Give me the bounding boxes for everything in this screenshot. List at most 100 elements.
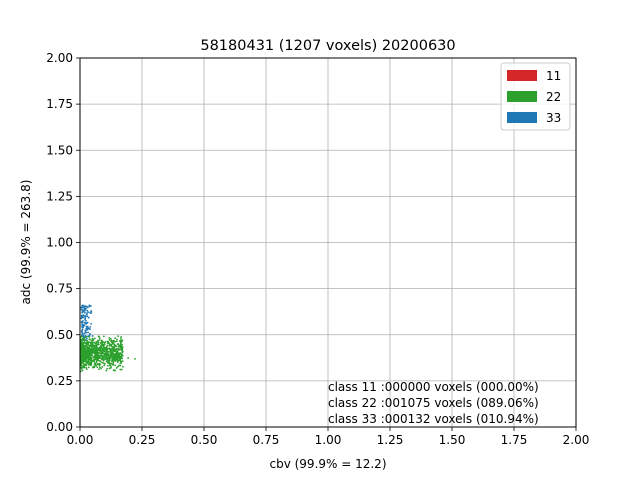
data-point-22 bbox=[120, 336, 122, 338]
data-point-33 bbox=[85, 305, 88, 308]
data-point-22 bbox=[120, 360, 123, 363]
data-point-22 bbox=[80, 357, 83, 360]
data-point-22 bbox=[116, 361, 119, 363]
data-point-22 bbox=[87, 358, 90, 361]
legend-swatch-33 bbox=[507, 112, 537, 123]
y-tick-label: 0.50 bbox=[46, 328, 73, 342]
legend: 11 22 33 bbox=[500, 62, 571, 131]
data-point-33 bbox=[82, 304, 85, 307]
data-point-22 bbox=[102, 335, 105, 338]
data-point-33 bbox=[81, 311, 84, 314]
x-tick-label: 0.00 bbox=[67, 433, 94, 447]
data-point-33 bbox=[89, 305, 92, 307]
data-point-22 bbox=[95, 342, 98, 345]
data-point-22 bbox=[106, 342, 109, 345]
data-point-22 bbox=[116, 351, 119, 354]
data-point-33 bbox=[80, 333, 83, 336]
data-point-33 bbox=[83, 324, 86, 327]
data-point-22 bbox=[91, 348, 94, 351]
data-point-22 bbox=[93, 365, 96, 368]
data-point-22 bbox=[91, 337, 94, 340]
data-point-22 bbox=[111, 358, 113, 360]
data-point-22 bbox=[117, 347, 120, 350]
data-point-22 bbox=[81, 356, 84, 359]
data-point-22 bbox=[106, 340, 109, 343]
data-point-22 bbox=[97, 359, 100, 361]
data-point-33 bbox=[88, 333, 91, 335]
data-point-22 bbox=[89, 356, 92, 359]
data-point-22 bbox=[134, 357, 136, 360]
data-point-22 bbox=[90, 362, 93, 364]
data-point-22 bbox=[90, 357, 93, 360]
data-point-22 bbox=[121, 365, 124, 368]
data-point-22 bbox=[105, 346, 108, 348]
data-point-22 bbox=[90, 360, 93, 363]
data-point-33 bbox=[81, 328, 84, 331]
data-point-22 bbox=[95, 344, 97, 347]
data-point-22 bbox=[81, 337, 84, 340]
data-point-22 bbox=[98, 355, 100, 358]
data-point-22 bbox=[91, 346, 94, 348]
x-tick-label: 1.25 bbox=[377, 433, 404, 447]
data-point-22 bbox=[98, 335, 100, 338]
data-point-33 bbox=[86, 315, 89, 318]
data-point-22 bbox=[120, 361, 123, 364]
data-point-22 bbox=[86, 340, 88, 342]
data-point-22 bbox=[115, 353, 117, 356]
data-point-22 bbox=[104, 363, 106, 365]
data-point-22 bbox=[103, 364, 106, 367]
data-point-22 bbox=[120, 349, 123, 352]
data-point-22 bbox=[117, 355, 119, 357]
data-point-33 bbox=[80, 306, 83, 309]
data-point-22 bbox=[103, 343, 106, 346]
data-point-22 bbox=[119, 359, 121, 362]
data-point-22 bbox=[116, 340, 118, 343]
data-point-33 bbox=[81, 316, 83, 319]
data-point-22 bbox=[100, 349, 103, 352]
data-point-33 bbox=[84, 316, 87, 318]
data-point-22 bbox=[82, 362, 85, 365]
data-point-33 bbox=[84, 311, 86, 314]
data-point-22 bbox=[97, 341, 100, 344]
x-tick-label: 1.00 bbox=[315, 433, 342, 447]
data-point-22 bbox=[114, 340, 117, 343]
data-point-22 bbox=[120, 357, 122, 359]
data-point-22 bbox=[80, 364, 83, 367]
data-point-22 bbox=[96, 355, 99, 358]
data-point-33 bbox=[87, 331, 90, 334]
data-point-22 bbox=[121, 354, 124, 357]
data-point-22 bbox=[107, 360, 110, 363]
data-point-33 bbox=[80, 314, 83, 317]
data-point-22 bbox=[120, 368, 123, 371]
data-point-22 bbox=[102, 356, 105, 359]
y-tick-label: 1.75 bbox=[46, 97, 73, 111]
data-point-33 bbox=[84, 334, 87, 337]
data-point-33 bbox=[81, 309, 83, 311]
data-point-22 bbox=[105, 369, 108, 372]
data-point-33 bbox=[81, 331, 84, 334]
summary-line-class-33: class 33 :000132 voxels (010.94%) bbox=[328, 412, 539, 426]
data-point-22 bbox=[98, 364, 101, 367]
data-point-22 bbox=[81, 369, 84, 372]
x-tick-label: 1.50 bbox=[439, 433, 466, 447]
data-point-22 bbox=[93, 354, 96, 357]
y-tick-label: 1.25 bbox=[46, 189, 73, 203]
data-point-22 bbox=[117, 335, 120, 338]
data-point-22 bbox=[110, 362, 113, 365]
axis-ticks: 0.00 0.25 0.50 0.75 1.00 1.25 1.50 1.75 2.00 0.00… bbox=[46, 51, 589, 447]
data-point-22 bbox=[108, 336, 111, 339]
data-point-22 bbox=[102, 350, 105, 352]
data-point-22 bbox=[85, 342, 88, 345]
data-point-22 bbox=[92, 339, 94, 342]
data-point-22 bbox=[113, 350, 115, 352]
data-point-33 bbox=[84, 317, 86, 320]
data-point-22 bbox=[103, 347, 106, 349]
data-point-22 bbox=[89, 344, 92, 347]
data-point-22 bbox=[87, 363, 90, 366]
y-tick-label: 0.00 bbox=[46, 420, 73, 434]
data-point-22 bbox=[98, 362, 101, 365]
data-point-22 bbox=[86, 352, 89, 354]
data-point-22 bbox=[119, 337, 122, 340]
data-point-22 bbox=[85, 364, 88, 366]
legend-swatch-22 bbox=[507, 91, 537, 102]
